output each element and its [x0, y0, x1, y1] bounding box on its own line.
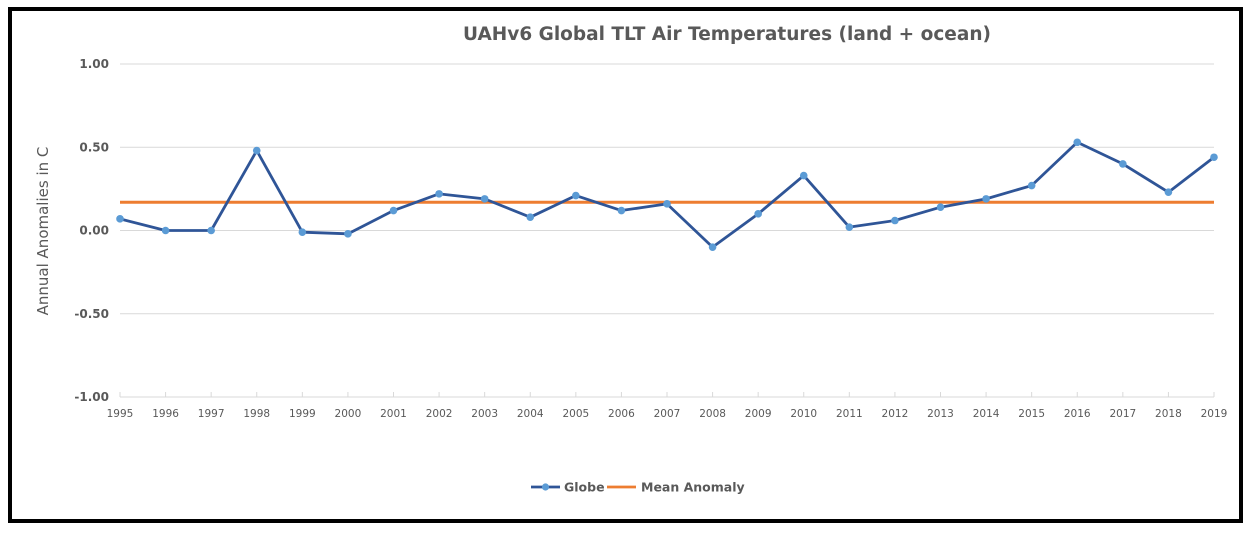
legend: Globe Mean Anomaly	[531, 480, 745, 495]
data-point-globe	[982, 195, 990, 203]
x-tick-label: 2012	[882, 408, 909, 420]
data-point-globe	[845, 223, 854, 231]
data-point-globe	[1027, 181, 1036, 190]
x-tick-label: 2014	[973, 408, 1000, 420]
y-tick-label: 1.00	[79, 57, 109, 71]
x-tick-label: 1995	[107, 408, 134, 420]
x-tick-label: 2001	[380, 408, 407, 420]
data-point-globe	[252, 146, 261, 155]
legend-label-mean-anomaly: Mean Anomaly	[641, 480, 745, 495]
x-tick-label: 2018	[1155, 408, 1182, 420]
x-tick-label: 2011	[836, 408, 863, 420]
x-tick-label: 2002	[426, 408, 453, 420]
data-point-globe	[936, 203, 945, 211]
data-point-globe	[116, 215, 124, 223]
data-point-globe	[1073, 138, 1082, 147]
series-line-globe	[119, 140, 1215, 249]
data-point-globe	[526, 213, 535, 221]
x-tick-label: 2010	[790, 408, 817, 420]
x-tick-label: 1997	[198, 408, 225, 420]
x-tick-label: 2019	[1201, 408, 1228, 420]
chart-title: UAHv6 Global TLT Air Temperatures (land …	[463, 24, 991, 45]
data-point-globe	[344, 230, 352, 238]
data-point-globe	[480, 195, 489, 203]
x-tick-label: 2006	[608, 408, 635, 420]
chart-frame	[8, 7, 1243, 523]
x-tick-label: 2013	[927, 408, 954, 420]
x-axis: 1995 1996 1997 1998 1999 2000 2001 2002 2003 2004…	[107, 392, 1228, 420]
data-point-globe	[708, 243, 717, 251]
x-tick-label: 2003	[471, 408, 498, 420]
data-point-globe	[1164, 188, 1173, 197]
data-point-globe	[891, 216, 899, 225]
y-axis-label: Annual Anomalies in C	[34, 147, 52, 316]
legend-marker-globe	[541, 483, 550, 491]
data-point-globe	[663, 200, 671, 208]
data-point-globe	[799, 171, 808, 180]
data-point-globe	[435, 190, 443, 198]
y-tick-label: -0.50	[74, 307, 109, 321]
x-tick-label: 2015	[1018, 408, 1045, 420]
x-tick-label: 2007	[654, 408, 681, 420]
series-group	[116, 138, 1218, 251]
data-point-globe	[617, 206, 626, 215]
x-tick-label: 2009	[745, 408, 772, 420]
data-point-globe	[754, 210, 762, 218]
data-point-globe	[389, 206, 398, 215]
data-point-globe	[1210, 153, 1218, 162]
gridlines	[120, 63, 1214, 398]
data-point-globe	[161, 226, 170, 235]
x-tick-label: 2017	[1109, 408, 1136, 420]
x-tick-label: 2016	[1064, 408, 1091, 420]
x-tick-label: 2000	[335, 408, 362, 420]
data-point-globe	[572, 191, 580, 200]
x-tick-label: 1996	[152, 408, 179, 420]
x-tick-label: 2008	[699, 408, 726, 420]
data-point-globe	[298, 228, 307, 236]
y-tick-label: 0.00	[79, 224, 109, 238]
data-point-globe	[207, 226, 215, 235]
data-point-globe	[1119, 160, 1127, 168]
y-tick-label: -1.00	[74, 390, 109, 404]
x-tick-label: 2004	[517, 408, 544, 420]
x-tick-label: 1998	[243, 408, 270, 420]
legend-label-globe: Globe	[564, 480, 605, 495]
x-tick-label: 2005	[562, 408, 589, 420]
y-tick-labels: 1.00 0.50 0.00 -0.50 -1.00	[74, 57, 109, 404]
x-tick-label: 1999	[289, 408, 316, 420]
y-tick-label: 0.50	[79, 140, 109, 154]
